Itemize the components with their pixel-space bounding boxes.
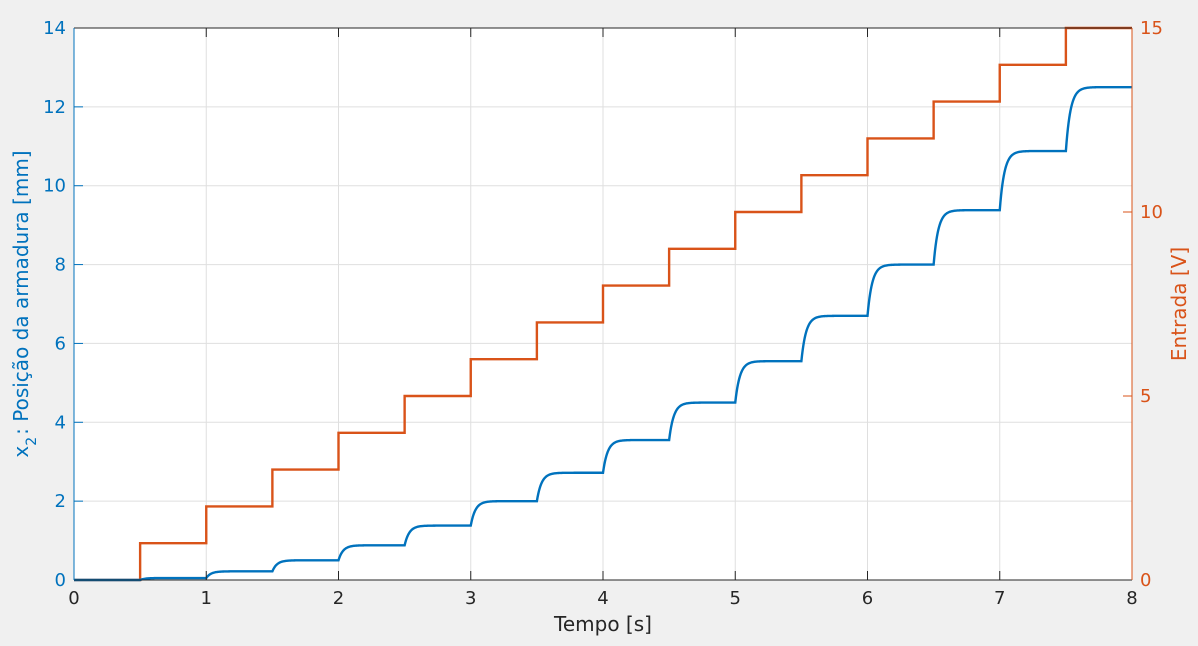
y-left-tick-label: 6	[55, 333, 66, 354]
y-axis-left-label-subscript: 2	[24, 437, 40, 446]
series-layer	[74, 26, 1132, 582]
y-left-tick-label: 4	[55, 412, 66, 433]
y-left-tick-label: 0	[55, 570, 66, 591]
x-tick-label: 5	[730, 588, 741, 609]
x-tick-label: 8	[1126, 588, 1137, 609]
x-axis-label: Tempo [s]	[553, 612, 652, 636]
x-tick-label: 4	[597, 588, 608, 609]
x-tick-label: 0	[68, 588, 79, 609]
series-input-voltage	[74, 26, 1132, 582]
x-tick-label: 1	[201, 588, 212, 609]
x-tick-label: 6	[862, 588, 873, 609]
series-armature-position	[74, 85, 1132, 582]
y-left-tick-label: 2	[55, 491, 66, 512]
y-axis-right-label: Entrada [V]	[1167, 247, 1191, 361]
y-right-tick-label: 5	[1140, 386, 1151, 407]
x-tick-label: 3	[465, 588, 476, 609]
y-axis-left-label: x2 : Posição da armadura [mm]	[9, 150, 40, 457]
y-right-tick-label: 0	[1140, 570, 1151, 591]
y-right-tick-label: 10	[1140, 202, 1163, 223]
y-left-tick-label: 8	[55, 255, 66, 276]
x-tick-label: 7	[994, 588, 1005, 609]
y-left-tick-label: 12	[43, 97, 66, 118]
grid	[74, 28, 1132, 580]
y-axis-left-label-rest: : Posição da armadura [mm]	[9, 150, 33, 434]
y-left-tick-label: 14	[43, 18, 66, 39]
y-right-tick-label: 15	[1140, 18, 1163, 39]
x-tick-label: 2	[333, 588, 344, 609]
y-axis-left-label-main: x	[9, 446, 33, 458]
y-left-tick-label: 10	[43, 176, 66, 197]
